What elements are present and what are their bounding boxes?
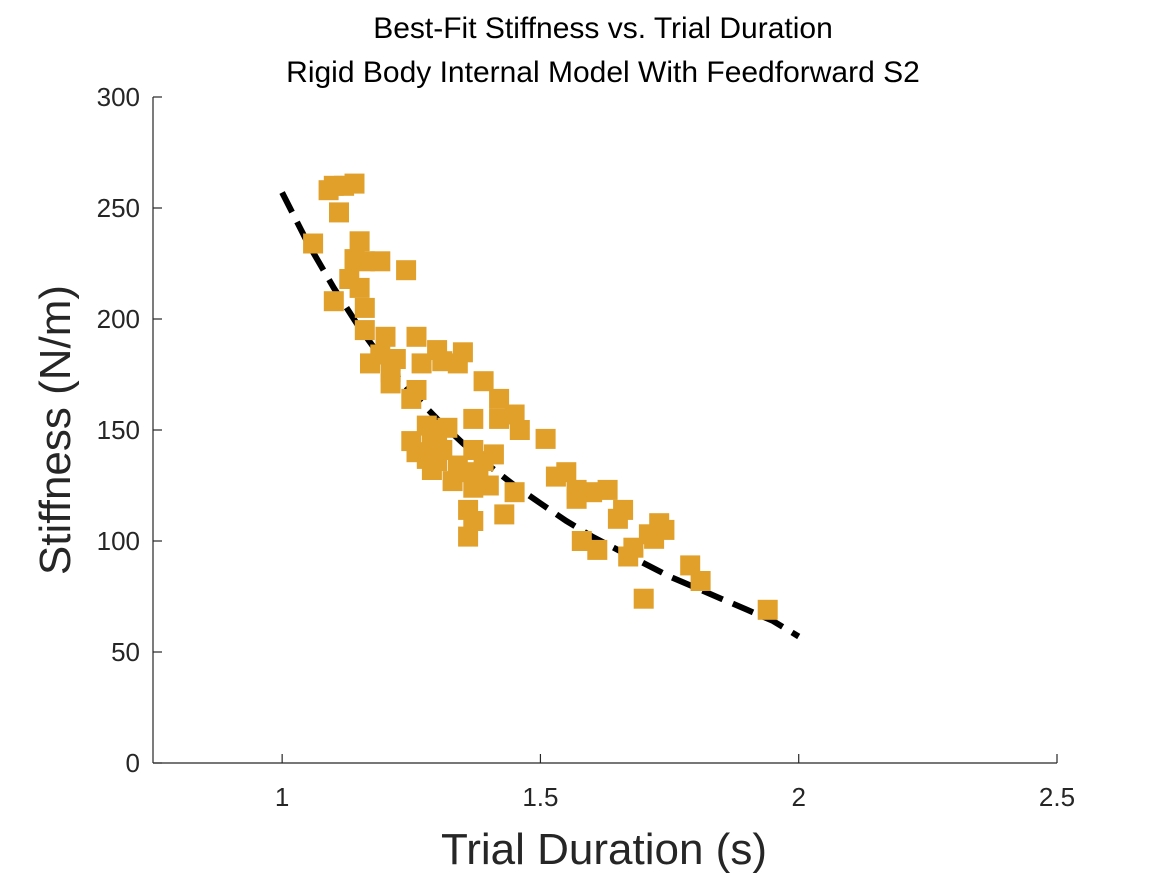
data-point <box>421 460 442 480</box>
data-points-layer <box>303 173 778 620</box>
data-point <box>380 373 401 394</box>
y-tick-label: 200 <box>97 304 140 334</box>
data-point <box>690 571 711 591</box>
data-point <box>680 555 701 576</box>
data-point <box>354 251 375 272</box>
text-layer: Best-Fit Stiffness vs. Trial Duration Ri… <box>31 12 1075 874</box>
data-point <box>613 499 634 520</box>
data-point <box>458 526 479 547</box>
y-tick-label: 100 <box>97 526 140 556</box>
data-point <box>535 428 556 449</box>
data-point <box>489 388 510 409</box>
data-point <box>757 599 778 620</box>
data-point <box>489 408 510 429</box>
data-point <box>452 342 473 363</box>
y-tick-label: 250 <box>97 193 140 223</box>
data-point <box>463 408 484 429</box>
y-tick-label: 0 <box>126 748 140 778</box>
x-tick-label: 1 <box>275 782 289 812</box>
chart-subtitle: Rigid Body Internal Model With Feedforwa… <box>286 56 920 89</box>
data-point <box>582 482 603 503</box>
data-point <box>654 519 675 540</box>
data-point <box>406 380 427 400</box>
data-point <box>354 297 375 318</box>
data-point <box>437 417 458 438</box>
data-point <box>504 404 525 425</box>
x-tick-label: 1.5 <box>522 782 558 812</box>
data-point <box>442 471 463 492</box>
data-point <box>411 353 432 374</box>
y-tick-label: 50 <box>111 637 140 667</box>
data-point <box>571 531 592 551</box>
data-point <box>432 440 453 460</box>
data-point <box>370 251 391 272</box>
data-point <box>396 260 417 281</box>
data-point <box>354 320 375 341</box>
data-point <box>566 488 587 509</box>
data-point <box>623 537 644 558</box>
data-point <box>375 326 396 347</box>
data-point <box>633 588 654 609</box>
data-point <box>329 202 349 223</box>
y-tick-label: 300 <box>97 82 140 112</box>
data-point <box>494 504 515 525</box>
data-point <box>385 349 406 369</box>
data-point <box>427 340 448 361</box>
data-point <box>597 479 618 500</box>
chart-title: Best-Fit Stiffness vs. Trial Duration <box>373 12 833 45</box>
x-tick-label: 2.5 <box>1039 782 1075 812</box>
data-point <box>504 482 525 503</box>
data-point <box>509 420 530 440</box>
x-axis-label: Trial Duration (s) <box>441 825 767 874</box>
data-point <box>344 173 365 194</box>
axes <box>152 96 1058 764</box>
data-point <box>478 475 499 496</box>
data-point <box>323 291 344 312</box>
data-point <box>303 233 324 254</box>
x-tick-label: 2 <box>791 782 805 812</box>
data-point <box>473 371 494 392</box>
data-point <box>587 539 608 560</box>
data-point <box>349 231 370 252</box>
y-axis-label: Stiffness (N/m) <box>31 285 80 575</box>
data-point <box>463 511 484 531</box>
data-point <box>556 462 577 483</box>
data-point <box>349 277 370 298</box>
data-point <box>406 326 427 347</box>
y-tick-label: 150 <box>97 415 140 445</box>
data-point <box>483 444 504 465</box>
